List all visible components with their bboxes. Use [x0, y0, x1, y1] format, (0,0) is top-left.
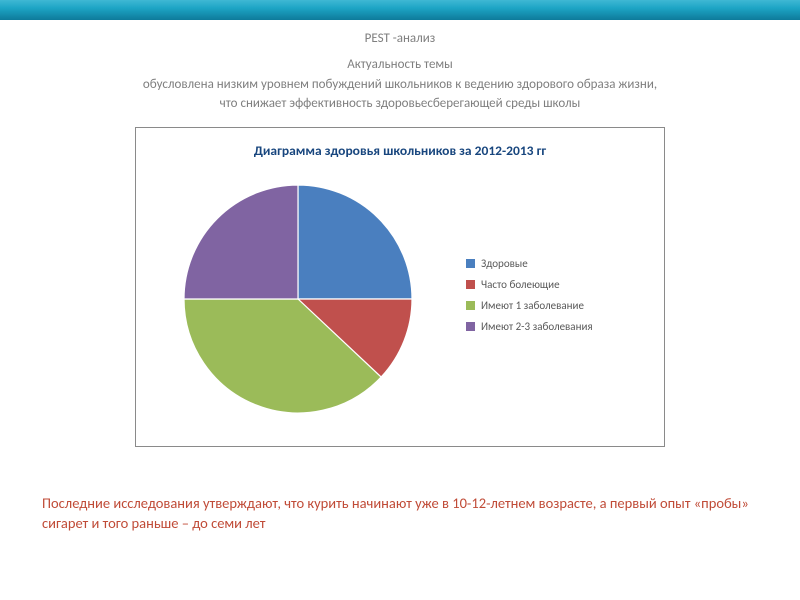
- legend-swatch: [466, 322, 475, 331]
- chart-frame: Диаграмма здоровья школьников за 2012-20…: [135, 127, 665, 447]
- pie-container: [148, 169, 448, 429]
- chart-body: Здоровые Часто болеющие Имеют 1 заболевани…: [148, 169, 652, 429]
- legend-label: Имеют 1 заболевание: [481, 299, 584, 312]
- legend-item: Здоровые: [466, 257, 652, 270]
- chart-legend: Здоровые Часто болеющие Имеют 1 заболевани…: [448, 257, 652, 341]
- legend-label: Часто болеющие: [481, 278, 560, 291]
- banner-stripe: [0, 0, 800, 20]
- pie-slice: [184, 185, 298, 299]
- pie-slice: [298, 185, 412, 299]
- heading-block: PEST -анализ Актуальность темы обусловле…: [40, 30, 760, 113]
- legend-swatch: [466, 259, 475, 268]
- legend-item: Имеют 1 заболевание: [466, 299, 652, 312]
- heading-line-3: обусловлена низким уровнем побуждений шк…: [40, 76, 760, 94]
- chart-title: Диаграмма здоровья школьников за 2012-20…: [148, 142, 652, 159]
- legend-label: Здоровые: [481, 257, 528, 270]
- heading-line-4: что снижает эффективность здоровьесберег…: [40, 95, 760, 113]
- heading-line-2: Актуальность темы: [40, 56, 760, 74]
- legend-item: Часто болеющие: [466, 278, 652, 291]
- pie-chart: [178, 179, 418, 419]
- slide-content: PEST -анализ Актуальность темы обусловле…: [0, 20, 800, 533]
- footnote-text: Последние исследования утверждают, что к…: [40, 493, 760, 534]
- heading-line-1: PEST -анализ: [40, 30, 760, 48]
- legend-label: Имеют 2-3 заболевания: [481, 320, 593, 333]
- legend-item: Имеют 2-3 заболевания: [466, 320, 652, 333]
- legend-swatch: [466, 280, 475, 289]
- legend-swatch: [466, 301, 475, 310]
